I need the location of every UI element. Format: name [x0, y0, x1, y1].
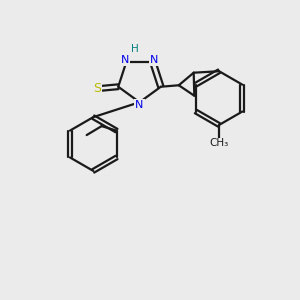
Text: S: S — [93, 82, 101, 95]
Text: H: H — [131, 44, 139, 54]
Text: N: N — [135, 100, 144, 110]
Text: CH₃: CH₃ — [209, 139, 229, 148]
Text: N: N — [121, 55, 129, 65]
Text: N: N — [150, 55, 158, 65]
